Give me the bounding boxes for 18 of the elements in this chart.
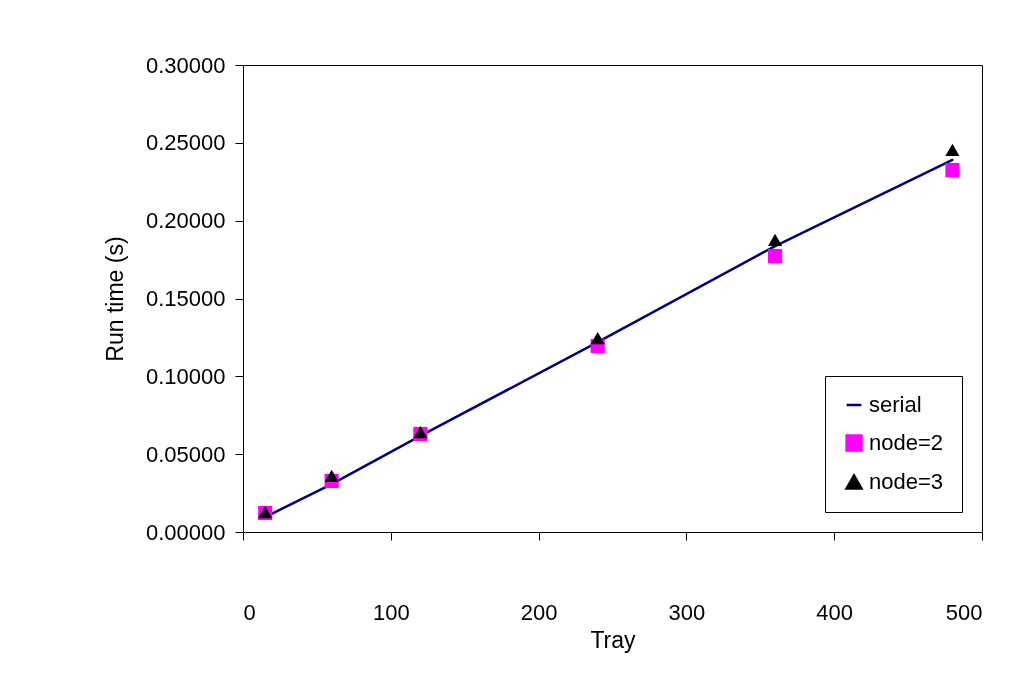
x-axis-title: Tray	[590, 626, 637, 653]
y-tick-label: 0.30000	[145, 52, 226, 78]
y-axis-title: Run time (s)	[101, 236, 128, 362]
legend-label: node=2	[869, 430, 944, 455]
legend-label: serial	[869, 392, 922, 417]
x-tick-label: 300	[668, 599, 706, 625]
y-tick-label: 0.20000	[145, 208, 226, 234]
y-tick-label: 0.10000	[145, 363, 226, 389]
x-tick-label: 100	[372, 599, 410, 625]
y-tick-label: 0.05000	[145, 441, 226, 467]
legend-label: node=3	[869, 469, 944, 494]
x-tick-label: 0	[243, 599, 256, 625]
y-tick-label: 0.15000	[145, 286, 226, 311]
y-tick-label: 0.00000	[145, 519, 226, 545]
x-tick-label: 400	[816, 599, 854, 625]
x-tick-label: 200	[520, 599, 558, 625]
y-tick-label: 0.25000	[145, 130, 226, 156]
x-tick-label: 500	[945, 599, 983, 625]
